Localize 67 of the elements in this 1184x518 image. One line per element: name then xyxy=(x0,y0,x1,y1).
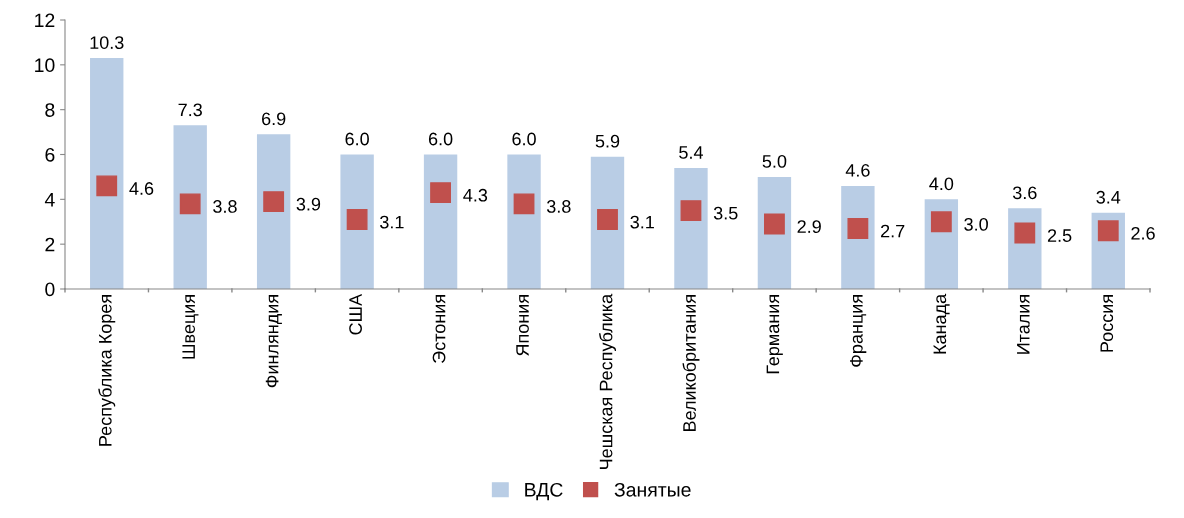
point xyxy=(346,209,368,230)
point xyxy=(96,175,118,197)
point xyxy=(263,191,285,212)
data-label: 6.0 xyxy=(428,132,453,146)
legend-label: ВДС xyxy=(525,482,563,501)
data-label: 4.3 xyxy=(463,188,488,202)
data-label: 3.8 xyxy=(546,200,571,213)
data-label: 2.7 xyxy=(881,224,905,238)
data-label: 3.6 xyxy=(1012,186,1037,200)
data-label: 4.6 xyxy=(129,182,154,195)
data-label: 3.1 xyxy=(380,215,404,229)
x-tick-label: США xyxy=(349,293,362,335)
x-tick-label: Республика Корея xyxy=(98,295,116,446)
bar xyxy=(256,134,291,289)
bar xyxy=(173,125,207,289)
data-label: 3.9 xyxy=(296,197,321,211)
data-label: 3.4 xyxy=(1096,190,1121,204)
y-tick-label: 2 xyxy=(45,237,55,252)
data-label: 4.0 xyxy=(929,177,954,191)
data-label: 6.9 xyxy=(262,112,286,126)
data-label: 10.3 xyxy=(90,36,124,49)
data-label: 5.0 xyxy=(762,155,787,168)
bar xyxy=(423,154,458,289)
legend-label: Занятые xyxy=(614,482,691,497)
data-label: 3.5 xyxy=(713,206,738,220)
y-tick-label: 12 xyxy=(35,13,55,28)
data-label: 2.9 xyxy=(797,220,821,234)
y-tick-label: 6 xyxy=(45,147,55,162)
x-tick-label: Чешская Республика xyxy=(599,293,616,470)
point xyxy=(847,218,869,239)
x-tick-label: Франция xyxy=(850,295,867,367)
point xyxy=(1097,220,1119,242)
bar xyxy=(340,154,374,289)
data-label: 7.3 xyxy=(178,103,202,117)
x-tick-label: Эстония xyxy=(432,295,446,363)
x-tick-label: Япония xyxy=(516,295,529,356)
data-label: 2.5 xyxy=(1047,229,1072,242)
point xyxy=(680,200,702,221)
bar xyxy=(590,156,625,289)
y-tick-label: 0 xyxy=(45,282,55,297)
point xyxy=(764,213,785,235)
data-label: 3.8 xyxy=(213,200,237,213)
point xyxy=(930,211,952,233)
x-tick-label: Финляндия xyxy=(265,295,282,388)
x-tick-label: Великобритания xyxy=(682,295,700,432)
x-tick-label: Германия xyxy=(766,295,783,374)
bar xyxy=(90,58,124,289)
y-tick-label: 8 xyxy=(45,103,55,117)
y-tick-label: 10 xyxy=(35,58,55,73)
data-label: 6.0 xyxy=(512,132,536,146)
point xyxy=(597,209,618,230)
x-tick-label: Канада xyxy=(933,293,950,354)
data-label: 6.0 xyxy=(345,132,369,146)
y-tick-label: 4 xyxy=(44,193,55,207)
point xyxy=(513,193,535,215)
data-label: 3.1 xyxy=(630,215,654,229)
x-tick-label: Италия xyxy=(1017,295,1030,354)
point xyxy=(179,193,201,215)
x-tick-label: Швеция xyxy=(182,295,199,359)
data-label: 5.4 xyxy=(679,146,703,159)
x-tick-label: Россия xyxy=(1100,295,1114,352)
point xyxy=(430,182,451,204)
point xyxy=(1014,222,1036,244)
data-label: 3.0 xyxy=(964,217,988,231)
data-label: 4.6 xyxy=(845,163,870,177)
data-label: 5.9 xyxy=(595,134,620,148)
data-label: 2.6 xyxy=(1131,226,1155,240)
